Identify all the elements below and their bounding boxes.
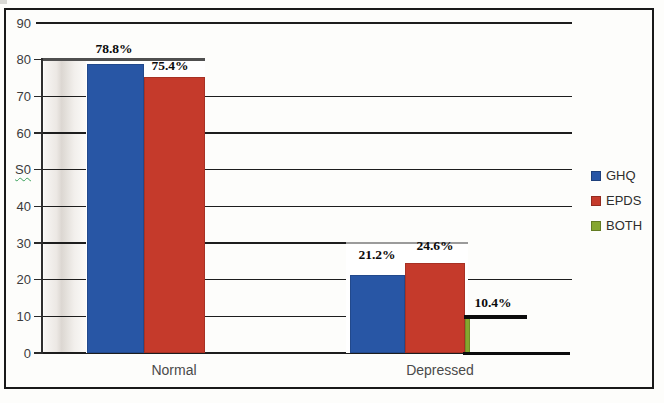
bar-depressed-both	[465, 315, 470, 353]
legend-swatch-both	[591, 221, 601, 231]
y-axis-tick-50	[34, 169, 43, 170]
legend-label-both: BOTH	[606, 220, 642, 232]
bar-normal-epds	[144, 77, 206, 353]
y-axis-tick-40	[34, 206, 43, 207]
data-label-depressed-epds: 24.6%	[411, 238, 459, 254]
data-label-normal-ghq: 78.8%	[90, 41, 138, 57]
bar-normal-ghq	[87, 64, 144, 353]
y-tick-label-80: 80	[4, 52, 31, 67]
legend-swatch-epds	[591, 196, 601, 206]
data-label-normal-epds: 75.4%	[146, 58, 194, 74]
legend-label-epds: EPDS	[606, 195, 641, 207]
y-tick-label-40: 40	[4, 199, 31, 214]
y-axis-tick-10	[34, 316, 43, 317]
data-label-depressed-ghq: 21.2%	[353, 247, 401, 263]
y-axis-tick-20	[34, 279, 43, 280]
bold-line-baseline	[463, 352, 570, 355]
legend-swatch-ghq	[591, 171, 601, 181]
bar-depressed-ghq	[350, 275, 405, 353]
legend-item-both: BOTH	[591, 220, 642, 232]
legend-label-ghq: GHQ	[606, 170, 636, 182]
y-tick-label-20: 20	[4, 272, 31, 287]
legend: GHQ EPDS BOTH	[591, 170, 642, 245]
scan-corner-artifact	[0, 0, 7, 4]
category-label-normal: Normal	[151, 362, 196, 378]
bold-line-10-level	[464, 315, 527, 319]
y-axis-tick-30	[34, 242, 43, 243]
y-axis-tick-60	[34, 132, 43, 133]
gridline-90	[36, 22, 572, 23]
legend-item-ghq: GHQ	[591, 170, 642, 182]
data-label-depressed-both: 10.4%	[469, 295, 517, 311]
y-tick-label-60: 60	[4, 126, 31, 141]
y-tick-label-10: 10	[4, 309, 31, 324]
y-tick-label-50: S0	[4, 162, 31, 177]
category-label-depressed: Depressed	[406, 362, 474, 378]
y-axis-tick-80	[34, 59, 43, 60]
y-tick-label-0: 0	[4, 346, 31, 361]
y-axis-tick-0	[34, 352, 43, 353]
y-axis-tick-70	[34, 96, 43, 97]
y-tick-label-30: 30	[4, 236, 31, 251]
legend-item-epds: EPDS	[591, 195, 642, 207]
bar-chart: 90 80 70 60 S0 40 30 20 10 0 78.8% 75.4% 21.2% 24.6%…	[0, 0, 664, 403]
y-tick-label-70: 70	[4, 89, 31, 104]
y-tick-label-90: 90	[4, 16, 31, 31]
bar-depressed-epds	[405, 263, 465, 353]
